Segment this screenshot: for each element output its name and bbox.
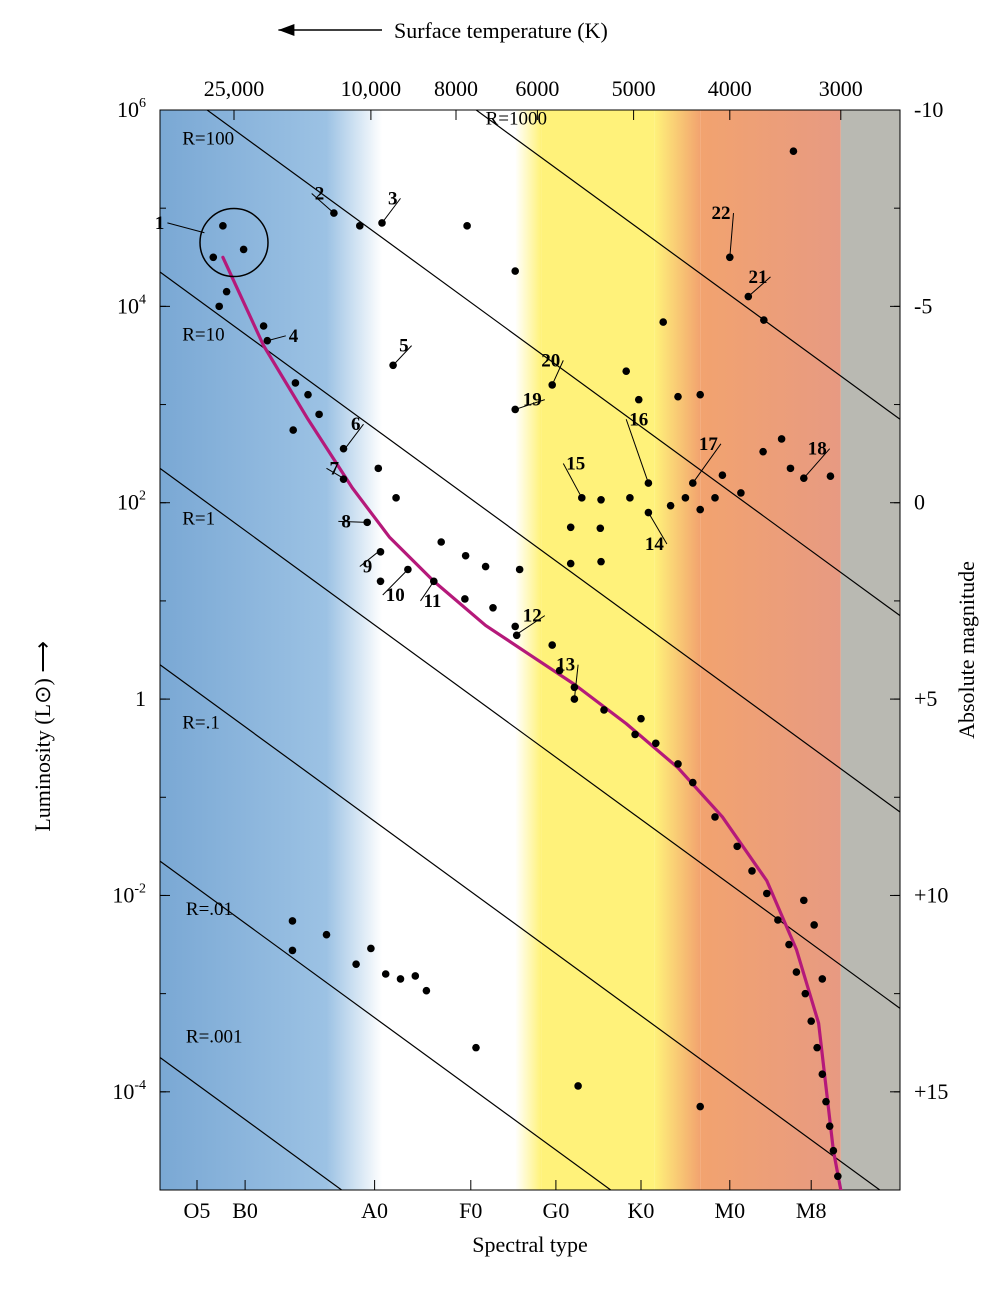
svg-text:4: 4 (289, 326, 299, 347)
svg-text:R=1: R=1 (182, 508, 215, 529)
left-axis-label: Luminosity (L⊙) ⟶ (30, 641, 55, 832)
svg-text:0: 0 (914, 490, 925, 515)
svg-text:-5: -5 (914, 293, 932, 318)
svg-text:M8: M8 (796, 1198, 827, 1223)
svg-text:R=.001: R=.001 (186, 1027, 243, 1048)
svg-text:-10: -10 (914, 97, 943, 122)
svg-text:17: 17 (699, 434, 719, 455)
right-axis-label: Absolute magnitude (954, 561, 979, 739)
hr-diagram: { "figure": { "width": 988, "height": 13… (0, 0, 988, 1306)
svg-text:16: 16 (629, 409, 648, 430)
svg-text:1: 1 (155, 213, 165, 234)
svg-text:1: 1 (135, 686, 146, 711)
svg-text:25,000: 25,000 (204, 76, 265, 101)
svg-text:+5: +5 (914, 686, 937, 711)
svg-text:6: 6 (351, 414, 361, 435)
svg-text:4000: 4000 (708, 76, 752, 101)
svg-text:5000: 5000 (612, 76, 656, 101)
svg-text:15: 15 (566, 453, 585, 474)
svg-text:+15: +15 (914, 1079, 948, 1104)
svg-text:3000: 3000 (819, 76, 863, 101)
svg-text:M0: M0 (715, 1198, 746, 1223)
svg-text:21: 21 (749, 267, 768, 288)
svg-text:R=.01: R=.01 (186, 899, 233, 920)
svg-text:8: 8 (341, 511, 351, 532)
svg-text:19: 19 (523, 390, 542, 411)
svg-text:13: 13 (556, 655, 575, 676)
top-axis-label: Surface temperature (K) (394, 18, 608, 43)
svg-text:6000: 6000 (515, 76, 559, 101)
svg-text:7: 7 (330, 458, 340, 479)
svg-text:B0: B0 (232, 1198, 258, 1223)
svg-text:20: 20 (541, 350, 560, 371)
svg-text:R=.1: R=.1 (182, 713, 220, 734)
svg-text:F0: F0 (459, 1198, 482, 1223)
svg-text:8000: 8000 (434, 76, 478, 101)
svg-text:2: 2 (315, 183, 325, 204)
svg-text:14: 14 (645, 534, 665, 555)
hr-diagram-svg: R=1000R=100R=10R=1R=.1R=.01R=.0011234567… (0, 0, 988, 1306)
spectral-bands (160, 110, 900, 1190)
svg-text:5: 5 (399, 336, 409, 357)
svg-text:9: 9 (363, 557, 373, 578)
svg-text:R=10: R=10 (182, 325, 224, 346)
svg-text:K0: K0 (628, 1198, 655, 1223)
svg-text:3: 3 (388, 188, 398, 209)
bottom-axis-label: Spectral type (472, 1232, 587, 1257)
svg-text:10: 10 (386, 585, 405, 606)
svg-text:+10: +10 (914, 882, 948, 907)
svg-text:R=100: R=100 (182, 128, 234, 149)
svg-text:18: 18 (808, 439, 827, 460)
svg-text:10,000: 10,000 (341, 76, 402, 101)
svg-text:22: 22 (712, 203, 731, 224)
svg-text:A0: A0 (361, 1198, 388, 1223)
svg-text:O5: O5 (184, 1198, 211, 1223)
svg-text:12: 12 (523, 606, 542, 627)
svg-text:G0: G0 (542, 1198, 569, 1223)
svg-text:11: 11 (423, 591, 441, 612)
